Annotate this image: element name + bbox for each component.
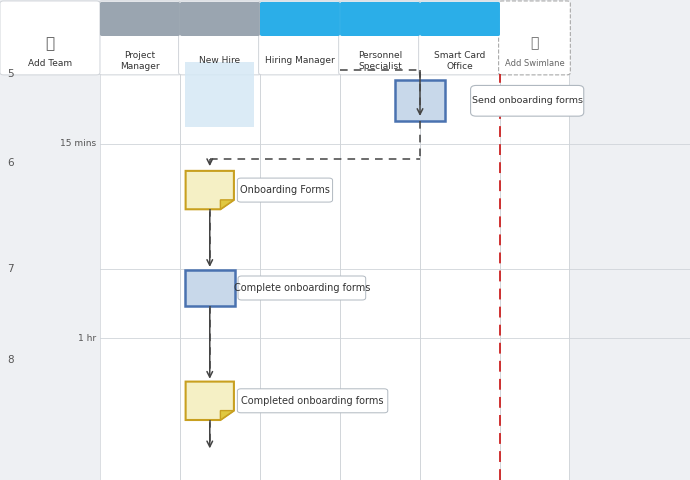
Text: 7: 7 [7,264,14,274]
FancyBboxPatch shape [420,2,500,36]
Polygon shape [220,200,234,209]
Text: New Hire: New Hire [199,57,241,65]
Polygon shape [186,171,234,209]
Bar [100,74,180,480]
Text: 1 hr: 1 hr [79,334,97,343]
Text: Completed onboarding forms: Completed onboarding forms [241,396,384,406]
Bar [185,270,235,306]
FancyBboxPatch shape [499,1,571,75]
Polygon shape [220,410,234,420]
Text: Onboarding Forms: Onboarding Forms [240,185,330,195]
FancyBboxPatch shape [339,1,422,75]
Text: 5: 5 [7,70,14,79]
Bar [420,74,500,480]
Bar [260,74,340,480]
FancyBboxPatch shape [99,1,181,75]
Text: 👤: 👤 [531,36,539,50]
Text: Send onboarding forms: Send onboarding forms [472,96,582,105]
Bar [0,0,100,480]
Text: Complete onboarding forms: Complete onboarding forms [234,283,370,293]
Bar [186,62,255,127]
Bar [500,74,569,480]
Bar [340,74,420,480]
FancyBboxPatch shape [419,1,502,75]
Text: Hiring Manager: Hiring Manager [265,57,335,65]
FancyBboxPatch shape [100,2,180,36]
Text: Smart Card
Office: Smart Card Office [434,51,486,71]
Text: 8: 8 [7,355,14,365]
Text: Add Team: Add Team [28,60,72,68]
Text: Personnel
Specialist: Personnel Specialist [358,51,402,71]
FancyBboxPatch shape [180,2,260,36]
Text: Project
Manager: Project Manager [120,51,160,71]
FancyBboxPatch shape [471,85,584,116]
FancyBboxPatch shape [237,178,333,202]
FancyBboxPatch shape [340,2,420,36]
Bar [180,74,260,480]
Text: 15 mins: 15 mins [61,140,97,148]
Bar [395,80,445,121]
FancyBboxPatch shape [259,1,342,75]
FancyBboxPatch shape [238,276,366,300]
FancyBboxPatch shape [237,389,388,413]
FancyBboxPatch shape [0,1,100,75]
Text: Add Swimlane: Add Swimlane [504,60,564,68]
Text: 👥: 👥 [46,36,55,51]
FancyBboxPatch shape [260,2,340,36]
Polygon shape [186,382,234,420]
Text: 6: 6 [7,158,14,168]
FancyBboxPatch shape [179,1,262,75]
